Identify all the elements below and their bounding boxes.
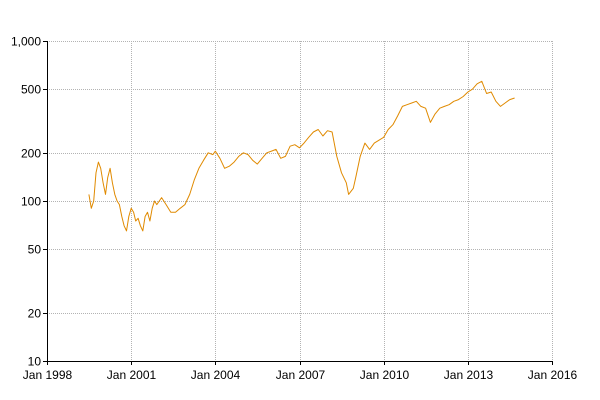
y-axis-labels: 10 20 50 100 200 500 1,000 [11,35,41,369]
x-tick-label: Jan 2007 [276,368,326,382]
y-tick-label: 500 [21,83,41,97]
x-tick-label: Jan 2016 [528,368,578,382]
y-tick-label: 200 [21,147,41,161]
x-axis-labels: Jan 1998 Jan 2001 Jan 2004 Jan 2007 Jan 2010… [23,368,578,382]
y-tick-label: 10 [28,355,42,369]
series [88,80,515,232]
x-tick-label: Jan 1998 [23,368,73,382]
x-tick-label: Jan 2001 [107,368,157,382]
x-tick-label: Jan 2013 [444,368,494,382]
axes [43,41,553,365]
series-line [88,80,515,232]
y-tick-label: 50 [28,243,42,257]
x-tick-label: Jan 2004 [191,368,241,382]
y-tick-label: 100 [21,195,41,209]
grid [47,41,553,362]
y-tick-label: 1,000 [11,35,41,49]
y-tick-label: 20 [28,307,42,321]
x-tick-label: Jan 2010 [360,368,410,382]
